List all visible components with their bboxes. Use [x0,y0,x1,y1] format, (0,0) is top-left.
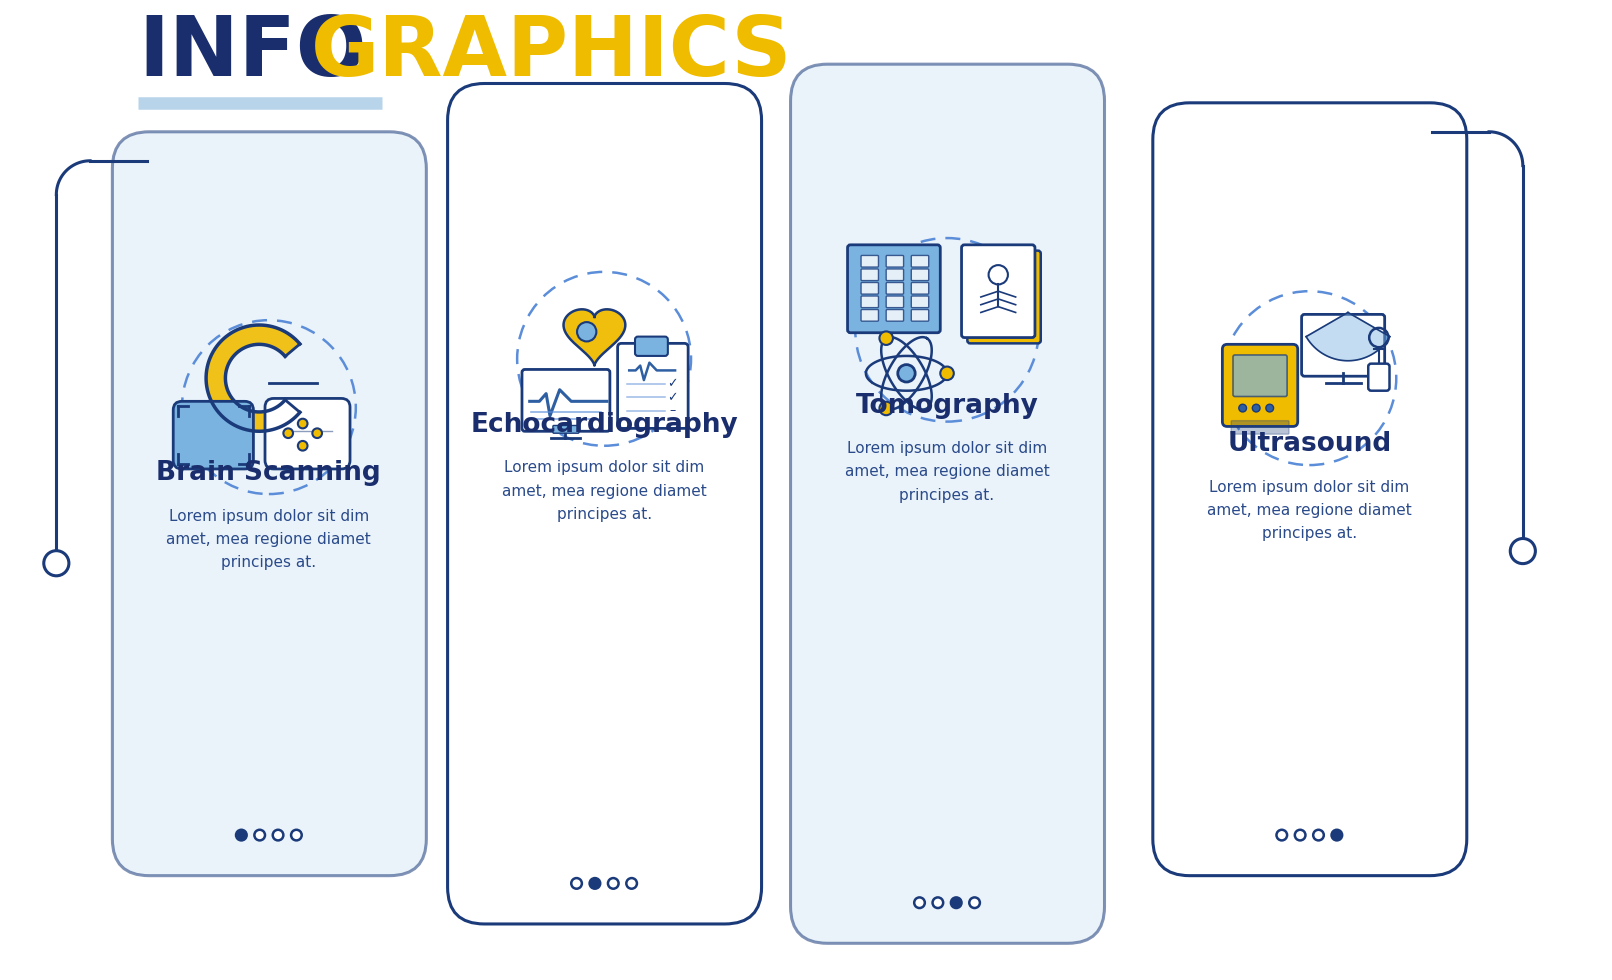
FancyBboxPatch shape [887,310,904,321]
Circle shape [571,878,582,889]
FancyBboxPatch shape [911,256,929,267]
Circle shape [298,418,308,428]
Text: Echocardiography: Echocardiography [471,412,738,438]
Circle shape [590,878,600,889]
Circle shape [1314,830,1323,841]
Circle shape [1253,404,1261,412]
FancyBboxPatch shape [887,282,904,294]
Text: Lorem ipsum dolor sit dim
amet, mea regione diamet
principes at.: Lorem ipsum dolor sit dim amet, mea regi… [166,509,371,570]
Text: GRAPHICS: GRAPHICS [311,12,791,93]
Circle shape [292,830,301,841]
FancyBboxPatch shape [264,399,350,469]
FancyBboxPatch shape [1222,344,1298,426]
FancyBboxPatch shape [861,269,879,280]
Polygon shape [564,310,625,366]
FancyBboxPatch shape [887,269,904,280]
FancyBboxPatch shape [911,269,929,280]
Circle shape [1294,830,1306,841]
FancyBboxPatch shape [887,256,904,267]
Text: Ultrasound: Ultrasound [1227,431,1391,458]
Text: Lorem ipsum dolor sit dim
amet, mea regione diamet
principes at.: Lorem ipsum dolor sit dim amet, mea regi… [501,461,706,522]
FancyBboxPatch shape [848,245,940,333]
FancyBboxPatch shape [522,369,609,431]
FancyBboxPatch shape [967,251,1041,343]
Circle shape [1265,404,1273,412]
FancyBboxPatch shape [861,310,879,321]
FancyBboxPatch shape [911,310,929,321]
FancyBboxPatch shape [448,83,761,924]
FancyBboxPatch shape [861,256,879,267]
Circle shape [880,331,893,345]
Circle shape [969,898,980,908]
Circle shape [933,898,943,908]
Text: Lorem ipsum dolor sit dim
amet, mea regione diamet
principes at.: Lorem ipsum dolor sit dim amet, mea regi… [1207,479,1412,541]
Circle shape [627,878,637,889]
FancyBboxPatch shape [861,296,879,308]
FancyBboxPatch shape [617,343,688,428]
FancyBboxPatch shape [113,131,426,876]
FancyBboxPatch shape [861,282,879,294]
Circle shape [1277,830,1286,841]
Text: INFO: INFO [139,12,368,93]
FancyBboxPatch shape [961,245,1035,337]
Circle shape [608,878,619,889]
Circle shape [914,898,925,908]
Circle shape [1510,539,1535,563]
Text: ✓: ✓ [667,377,679,390]
FancyBboxPatch shape [1369,364,1390,391]
Circle shape [284,428,293,438]
Polygon shape [1306,313,1390,361]
Circle shape [1332,830,1343,841]
Circle shape [898,365,916,382]
Circle shape [44,551,69,576]
FancyBboxPatch shape [1233,355,1286,397]
FancyBboxPatch shape [790,64,1104,944]
Text: Tomography: Tomography [856,393,1038,418]
FancyBboxPatch shape [911,282,929,294]
FancyBboxPatch shape [911,296,929,308]
Circle shape [255,830,264,841]
Circle shape [313,428,322,438]
Text: Brain Scanning: Brain Scanning [156,461,382,486]
Polygon shape [206,325,300,431]
Circle shape [235,830,247,841]
Circle shape [272,830,284,841]
FancyBboxPatch shape [172,402,253,469]
FancyBboxPatch shape [553,425,579,433]
Text: ✓: ✓ [667,391,679,404]
Text: Lorem ipsum dolor sit dim
amet, mea regione diamet
principes at.: Lorem ipsum dolor sit dim amet, mea regi… [845,441,1049,503]
FancyBboxPatch shape [635,336,667,356]
FancyBboxPatch shape [1153,103,1467,876]
FancyBboxPatch shape [1301,315,1385,376]
FancyBboxPatch shape [887,296,904,308]
Circle shape [577,322,596,341]
Circle shape [880,402,893,416]
Text: –: – [669,405,675,417]
Circle shape [298,441,308,451]
Circle shape [1238,404,1246,412]
FancyBboxPatch shape [1232,420,1290,434]
Circle shape [951,898,961,908]
Circle shape [940,367,954,380]
